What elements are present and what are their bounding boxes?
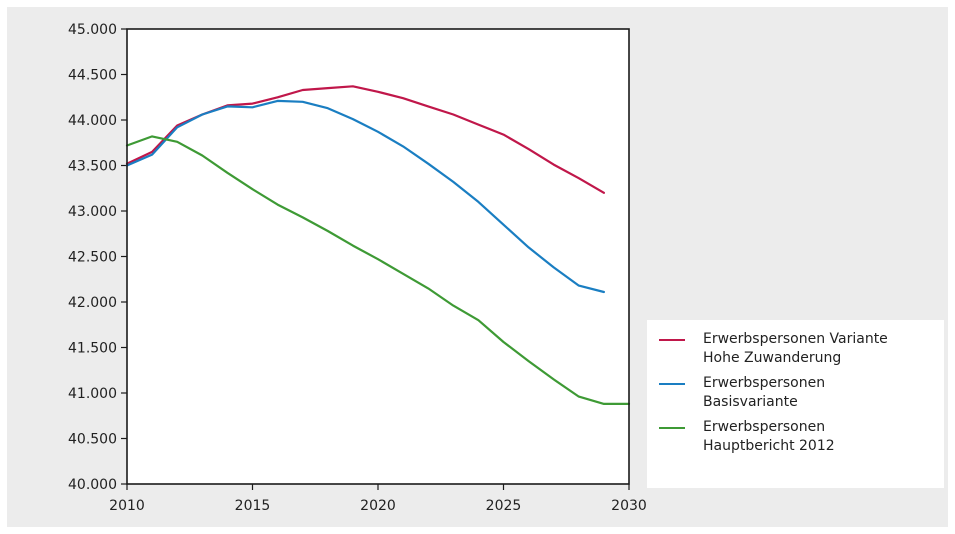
y-tick-label: 41.000: [68, 386, 117, 402]
legend-swatch: [659, 339, 685, 341]
y-tick-label: 43.500: [68, 159, 117, 175]
y-tick-label: 40.000: [68, 477, 117, 493]
legend-label: Erwerbspersonen Hauptbericht 2012: [703, 418, 835, 456]
y-tick-label: 44.000: [68, 113, 117, 129]
legend-label-line: Hohe Zuwanderung: [703, 350, 842, 366]
y-tick-label: 42.000: [68, 295, 117, 311]
series-line-2: [125, 135, 631, 405]
x-tick-label: 2015: [235, 498, 271, 514]
legend-swatch: [659, 427, 685, 429]
legend-label: Erwerbspersonen Basisvariante: [703, 374, 825, 412]
series-line-1: [125, 99, 606, 294]
legend-swatch: [659, 383, 685, 385]
y-tick-label: 44.500: [68, 68, 117, 84]
legend-item-basisvariante: Erwerbspersonen Basisvariante: [659, 374, 944, 412]
legend-label-line: Basisvariante: [703, 394, 798, 410]
y-tick-label: 45.000: [68, 22, 117, 38]
series-layer: [125, 85, 631, 405]
legend-label-line: Erwerbspersonen Variante: [703, 331, 888, 347]
legend-item-hohe-zuwanderung: Erwerbspersonen Variante Hohe Zuwanderun…: [659, 330, 944, 368]
x-tick-label: 2030: [611, 498, 647, 514]
chart-area: 40.000 40.500 41.000 41.500 42.000 42.500 43.0…: [68, 22, 647, 514]
y-tick-label: 40.500: [68, 432, 117, 448]
y-tick-label: 42.500: [68, 250, 117, 266]
y-tick-label: 43.000: [68, 204, 117, 220]
legend: Erwerbspersonen Variante Hohe Zuwanderun…: [647, 320, 944, 488]
x-tick-label: 2020: [360, 498, 396, 514]
legend-item-hauptbericht-2012: Erwerbspersonen Hauptbericht 2012: [659, 418, 944, 456]
x-tick-label: 2025: [486, 498, 522, 514]
legend-label-line: Erwerbspersonen: [703, 375, 826, 391]
legend-label-line: Hauptbericht 2012: [703, 438, 835, 454]
legend-label-line: Erwerbspersonen: [703, 419, 826, 435]
x-tick-label: 2010: [109, 498, 145, 514]
plot-border: [126, 28, 630, 485]
plot-background: [127, 29, 629, 484]
legend-label: Erwerbspersonen Variante Hohe Zuwanderun…: [703, 330, 888, 368]
y-axis: 40.000 40.500 41.000 41.500 42.000 42.500 43.0…: [68, 22, 127, 493]
chart-frame: 40.000 40.500 41.000 41.500 42.000 42.500 43.0…: [7, 7, 948, 527]
x-axis: 2010 2015 2020 2025 2030: [109, 484, 647, 514]
y-tick-label: 41.500: [68, 341, 117, 357]
